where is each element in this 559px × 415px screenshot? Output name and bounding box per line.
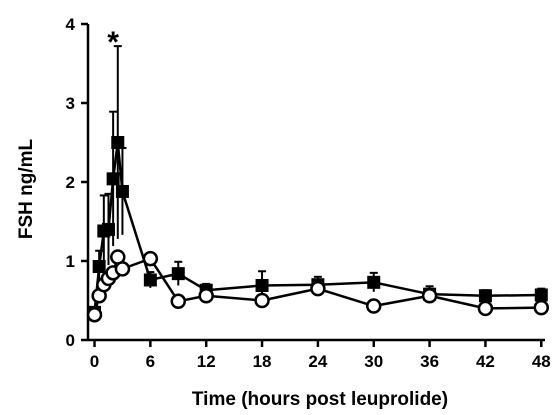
y-tick-label: 0	[66, 331, 75, 350]
x-tick-label: 36	[420, 352, 439, 371]
y-tick-label: 2	[66, 173, 75, 192]
x-tick-label: 6	[146, 352, 155, 371]
x-axis-label: Time (hours post leuprolide)	[192, 389, 448, 410]
circle-marker	[365, 298, 382, 314]
significance-annotation: *	[107, 26, 119, 59]
circle-marker	[421, 288, 438, 304]
y-tick-label: 1	[66, 252, 75, 271]
y-axis-label: FSH ng/mL	[16, 138, 37, 239]
circle-marker	[114, 261, 131, 277]
y-tick-label: 4	[66, 15, 76, 34]
x-tick-label: 12	[197, 352, 216, 371]
circle-marker	[254, 292, 270, 309]
square-marker	[478, 289, 492, 303]
square-marker	[367, 275, 381, 289]
circle-marker	[477, 300, 494, 317]
square-marker	[111, 136, 125, 149]
square-marker	[143, 273, 157, 287]
square-marker	[534, 288, 548, 302]
circle-marker	[198, 288, 214, 304]
square-marker	[101, 222, 115, 236]
y-tick-label: 3	[66, 94, 75, 113]
x-tick-label: 48	[532, 352, 551, 371]
x-tick-label: 24	[308, 352, 327, 371]
series-1	[88, 45, 548, 319]
circle-marker	[170, 293, 187, 310]
series-layer: *	[86, 26, 550, 323]
x-tick-label: 42	[476, 352, 495, 371]
square-marker	[106, 172, 120, 186]
circle-marker	[86, 306, 103, 323]
square-marker	[171, 267, 185, 281]
circle-marker	[310, 280, 326, 297]
series-2	[86, 249, 550, 323]
x-tick-label: 18	[253, 352, 272, 371]
x-tick-label: 0	[90, 352, 99, 371]
square-marker	[92, 260, 106, 274]
circle-marker	[533, 299, 550, 316]
square-marker	[255, 278, 269, 292]
x-tick-label: 30	[364, 352, 383, 371]
circle-marker	[142, 250, 159, 267]
square-marker	[115, 184, 129, 198]
